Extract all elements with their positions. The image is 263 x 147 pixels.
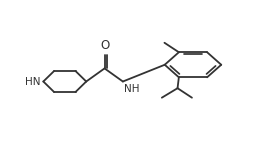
Text: O: O [100, 39, 109, 52]
Text: HN: HN [25, 77, 40, 87]
Text: NH: NH [124, 84, 140, 94]
